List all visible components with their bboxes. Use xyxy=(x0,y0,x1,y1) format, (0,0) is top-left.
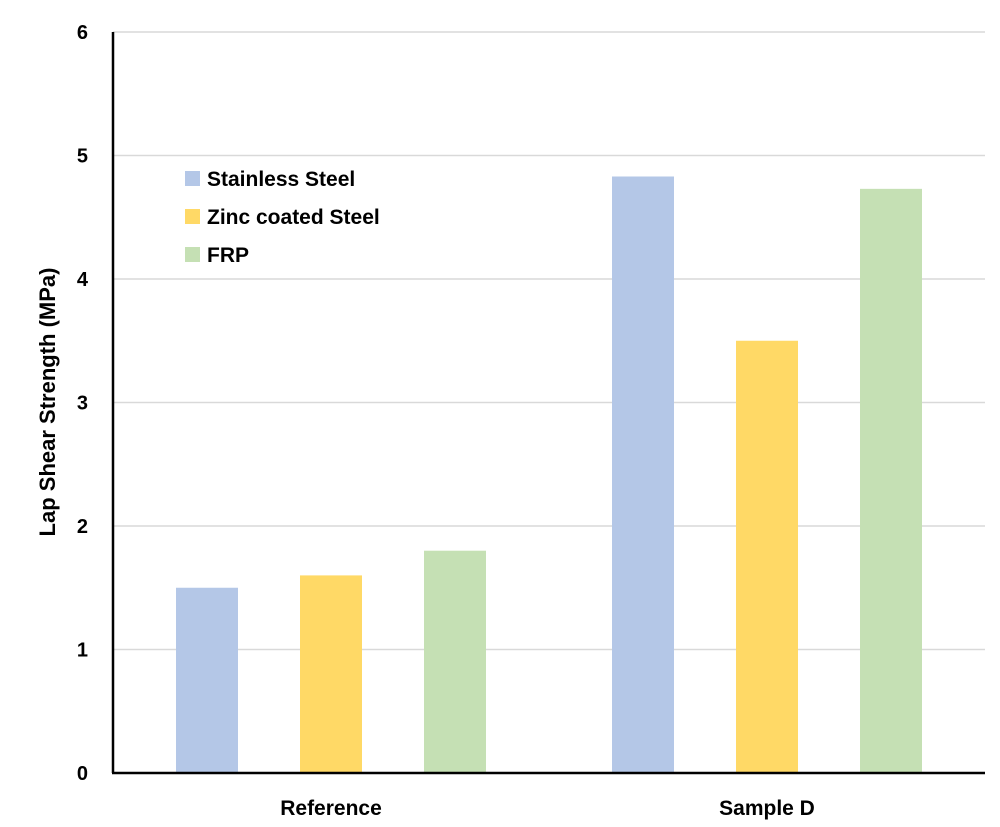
bars xyxy=(176,176,922,774)
legend-label: Stainless Steel xyxy=(207,168,355,191)
bar xyxy=(300,575,362,773)
x-category-label: Sample D xyxy=(719,797,815,820)
y-tick-label: 6 xyxy=(77,22,88,44)
axes xyxy=(111,32,985,775)
y-tick-label: 0 xyxy=(77,763,88,785)
legend: Stainless Steel Zinc coated Steel FRP xyxy=(185,168,380,267)
bar xyxy=(424,550,486,773)
x-category-label: Reference xyxy=(280,797,382,820)
y-tick-label: 3 xyxy=(77,393,88,415)
legend-label: Zinc coated Steel xyxy=(207,206,380,229)
bar xyxy=(612,176,674,773)
y-axis-title: Lap Shear Strength (MPa) xyxy=(35,268,60,537)
legend-swatch xyxy=(185,247,200,262)
bar xyxy=(736,340,798,773)
y-tick-label: 1 xyxy=(77,640,88,662)
bar xyxy=(860,188,922,774)
x-category-labels: Reference Sample D xyxy=(280,797,815,820)
y-tick-label: 2 xyxy=(77,516,88,538)
legend-swatch xyxy=(185,209,200,224)
bar xyxy=(176,587,238,773)
legend-swatch xyxy=(185,171,200,186)
y-tick-label: 5 xyxy=(77,146,88,168)
y-tick-labels: 0 1 2 3 4 5 6 xyxy=(77,22,89,785)
gridlines xyxy=(113,31,985,651)
y-tick-label: 4 xyxy=(77,269,89,291)
legend-label: FRP xyxy=(207,244,249,267)
